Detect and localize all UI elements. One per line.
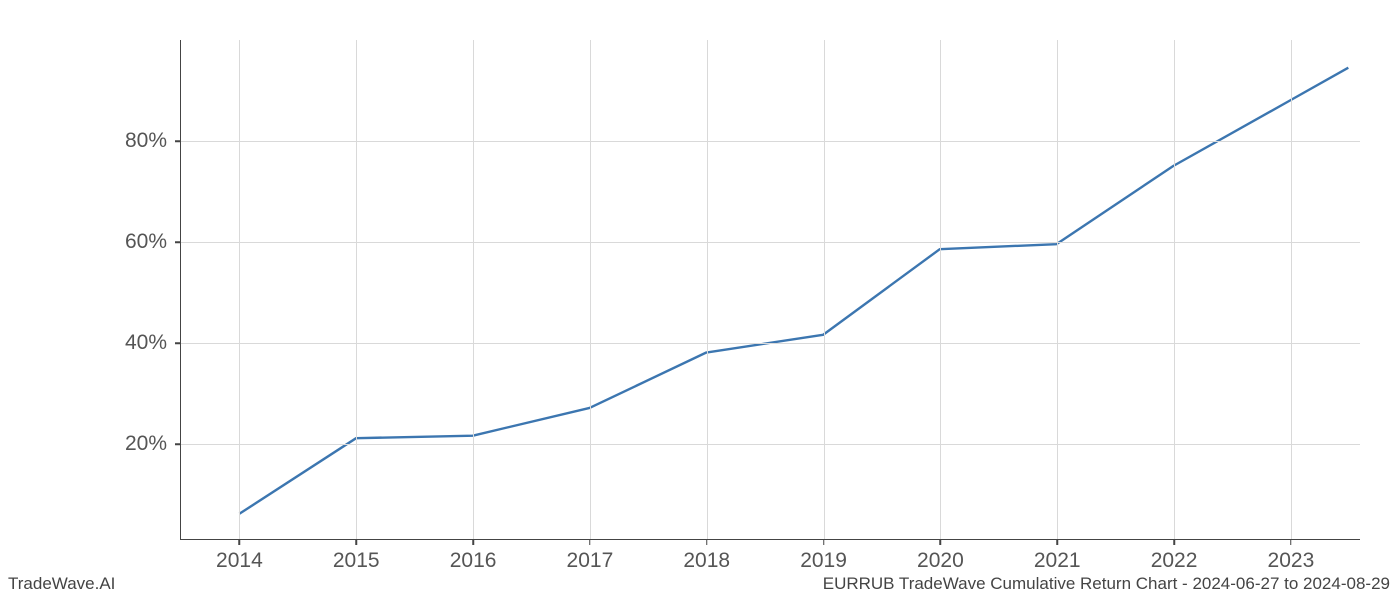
grid-line-vertical <box>707 40 708 539</box>
grid-line-horizontal <box>181 343 1360 344</box>
line-chart-svg <box>181 40 1360 539</box>
footer-caption: EURRUB TradeWave Cumulative Return Chart… <box>823 574 1390 594</box>
y-tick-label: 20% <box>125 432 181 456</box>
x-tick-label: 2019 <box>800 539 847 573</box>
x-tick-label: 2021 <box>1034 539 1081 573</box>
x-tick-label: 2014 <box>216 539 263 573</box>
grid-line-vertical <box>1174 40 1175 539</box>
grid-line-vertical <box>473 40 474 539</box>
footer-brand: TradeWave.AI <box>8 574 115 594</box>
grid-line-vertical <box>1291 40 1292 539</box>
grid-line-vertical <box>824 40 825 539</box>
grid-line-horizontal <box>181 444 1360 445</box>
x-tick-label: 2022 <box>1151 539 1198 573</box>
plot-area: 20%40%60%80%2014201520162017201820192020… <box>180 40 1360 540</box>
grid-line-vertical <box>356 40 357 539</box>
grid-line-vertical <box>590 40 591 539</box>
grid-line-horizontal <box>181 141 1360 142</box>
y-tick-label: 40% <box>125 331 181 355</box>
grid-line-horizontal <box>181 242 1360 243</box>
x-tick-label: 2023 <box>1268 539 1315 573</box>
data-line <box>239 68 1348 514</box>
x-tick-label: 2015 <box>333 539 380 573</box>
y-tick-label: 80% <box>125 129 181 153</box>
x-tick-label: 2018 <box>683 539 730 573</box>
grid-line-vertical <box>1057 40 1058 539</box>
x-tick-label: 2020 <box>917 539 964 573</box>
x-tick-label: 2017 <box>567 539 614 573</box>
grid-line-vertical <box>940 40 941 539</box>
grid-line-vertical <box>239 40 240 539</box>
y-tick-label: 60% <box>125 230 181 254</box>
x-tick-label: 2016 <box>450 539 497 573</box>
chart-container: 20%40%60%80%2014201520162017201820192020… <box>180 40 1360 540</box>
